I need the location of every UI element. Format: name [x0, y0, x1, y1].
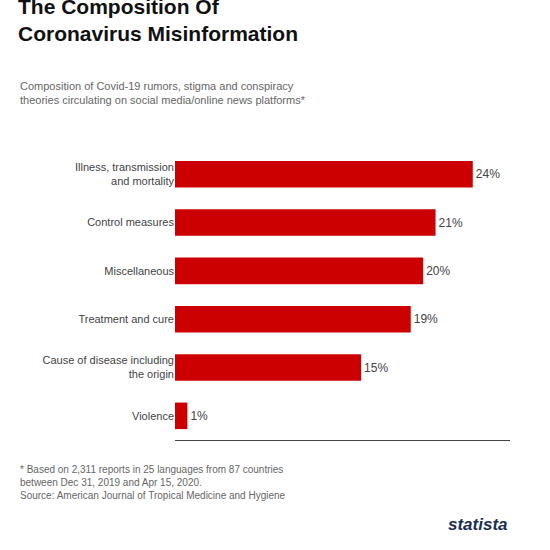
svg-text:Miscellaneous: Miscellaneous	[104, 265, 174, 277]
svg-text:* Based on 2,311 reports in 25: * Based on 2,311 reports in 25 languages…	[20, 464, 286, 501]
svg-text:15%: 15%	[364, 361, 388, 375]
svg-text:20%: 20%	[426, 264, 450, 278]
svg-text:Illness, transmissionand morta: Illness, transmissionand mortality	[75, 161, 175, 187]
svg-text:1%: 1%	[190, 409, 208, 423]
svg-text:21%: 21%	[439, 216, 463, 230]
svg-text:The Composition OfCoronavirus: The Composition OfCoronavirus Misinforma…	[18, 0, 298, 45]
svg-text:Composition of Covid-19 rumors: Composition of Covid-19 rumors, stigma a…	[20, 80, 306, 106]
svg-text:19%: 19%	[414, 312, 438, 326]
svg-text:statista: statista	[448, 515, 508, 534]
svg-text:Cause of disease includingthe: Cause of disease includingthe origin	[43, 354, 174, 380]
svg-text:Treatment and cure: Treatment and cure	[78, 313, 174, 325]
svg-text:Control measures: Control measures	[87, 216, 174, 228]
svg-text:24%: 24%	[476, 167, 500, 181]
svg-text:Violence: Violence	[132, 410, 174, 422]
